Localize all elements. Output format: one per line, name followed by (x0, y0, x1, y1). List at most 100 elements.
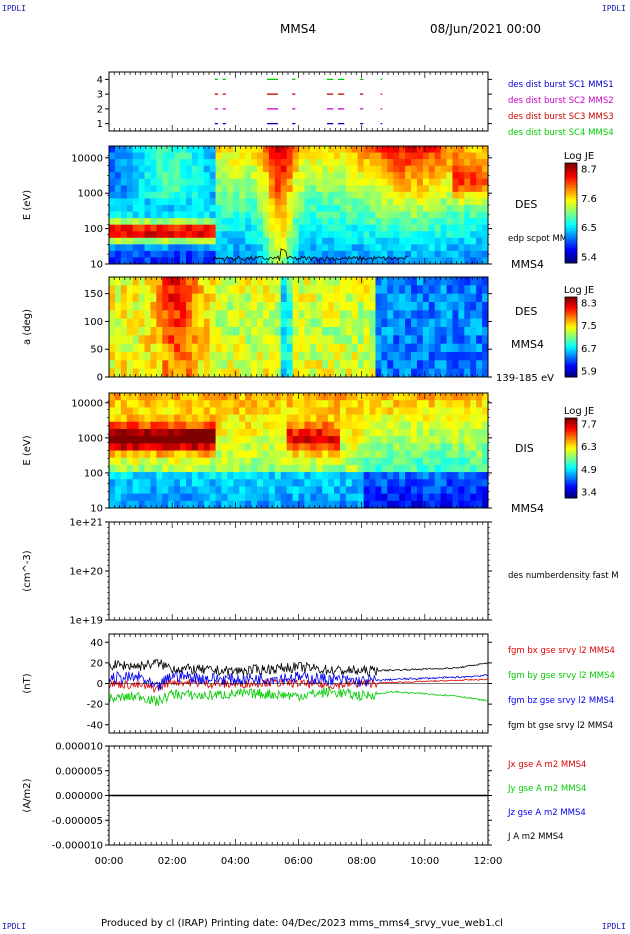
des-energy-cell (422, 231, 430, 239)
dis-energy-cell (345, 421, 353, 430)
dis-energy-cell (310, 436, 317, 444)
des-pitch-cell (191, 327, 199, 336)
des-pitch-cell (339, 368, 347, 378)
des-energy-cell (209, 198, 216, 206)
des-pitch-cell (339, 310, 347, 320)
des-energy-cell (262, 198, 270, 206)
dis-energy-cell (334, 407, 341, 415)
des-energy-cell (440, 172, 447, 180)
des-pitch-cell (345, 335, 353, 345)
dis-energy-cell (197, 436, 205, 444)
des-energy-cell (197, 218, 205, 226)
des-energy-label: DES (515, 198, 537, 211)
dis-energy-cell (292, 464, 299, 473)
des-pitch-cell (292, 360, 299, 370)
des-pitch-cell (191, 285, 199, 295)
des-energy-cell (381, 231, 388, 239)
des-pitch-cell (476, 310, 483, 320)
des-energy-colorbar-segment (565, 195, 577, 199)
des-pitch-cell (251, 318, 258, 328)
des-energy-cell (316, 185, 323, 193)
dis-energy-cell (109, 436, 116, 444)
des-energy-cell (197, 146, 205, 153)
dis-energy-cell (458, 486, 465, 495)
dis-energy-cell (405, 457, 412, 466)
dis-energy-cell (109, 443, 116, 451)
des-pitch-cell (369, 368, 376, 378)
des-pitch-colorbar-title: Log JE (564, 285, 594, 296)
des-energy-cell (120, 211, 128, 219)
des-energy-cell (393, 205, 400, 212)
des-energy-cell (144, 152, 151, 160)
dis-energy-cell (416, 486, 424, 495)
des-pitch-cell (345, 285, 353, 295)
des-energy-cell (440, 218, 447, 226)
des-energy-cell (387, 159, 394, 167)
des-pitch-cell (126, 368, 134, 378)
des-pitch-cell (464, 285, 471, 295)
des-energy-cell (393, 185, 400, 193)
dis-energy-cell (310, 414, 317, 423)
des-energy-cell (334, 257, 341, 265)
des-energy-cell (109, 185, 116, 193)
des-pitch-cell (209, 343, 216, 353)
dis-energy-cell (428, 428, 436, 437)
des-energy-cell (310, 178, 317, 186)
des-energy-cell (257, 257, 264, 265)
dis-energy-cell (109, 428, 116, 437)
dis-energy-cell (405, 450, 412, 459)
des-energy-cell (422, 198, 430, 206)
des-energy-cell (120, 172, 128, 180)
des-pitch-cell (458, 293, 465, 303)
des-energy-cell (109, 231, 116, 239)
des-pitch-cell (369, 360, 376, 370)
dis-energy-cell (144, 500, 151, 509)
des-energy-cell (304, 198, 311, 206)
dis-energy-cell (109, 472, 116, 480)
dis-energy-cell (185, 393, 193, 401)
des-energy-cell (144, 237, 151, 245)
des-pitch-cell (191, 310, 199, 320)
des-pitch-cell (227, 343, 234, 353)
des-pitch-cell (393, 343, 400, 353)
des-energy-cell (191, 178, 199, 186)
des-energy-cell (310, 244, 317, 252)
des-energy-cell (251, 172, 258, 180)
des-pitch-cell (215, 368, 222, 378)
des-energy-cell (351, 244, 359, 252)
des-energy-cell (446, 198, 453, 206)
dis-energy-cell (428, 479, 436, 487)
dis-energy-cell (422, 500, 430, 509)
des-energy-cell (328, 152, 335, 160)
dis-energy-colorbar-segment (565, 454, 577, 457)
des-energy-cell (150, 224, 157, 232)
des-pitch-cell (387, 293, 394, 303)
des-energy-cell (458, 205, 465, 212)
des-energy-cell (227, 159, 234, 167)
des-pitch-colorbar-segment (565, 303, 577, 306)
dis-energy-cell (482, 472, 489, 480)
des-pitch-cell (482, 310, 489, 320)
dis-energy-cell (168, 414, 175, 423)
des-energy-cell (440, 211, 447, 219)
dis-energy-cell (381, 436, 388, 444)
dis-energy-cell (239, 393, 246, 401)
des-energy-cell (452, 218, 459, 226)
dis-energy-cell (339, 479, 347, 487)
des-pitch-cell (109, 302, 116, 311)
dis-energy-cell (274, 428, 282, 437)
des-energy-cell (114, 244, 122, 252)
dis-energy-cell (369, 486, 376, 495)
des-pitch-cell (452, 293, 459, 303)
dis-energy-cell (120, 414, 128, 423)
dis-energy-cell (446, 421, 453, 430)
dis-energy-cell (126, 400, 134, 408)
des-energy-cell (245, 205, 252, 212)
dis-energy-cell (239, 407, 246, 415)
des-energy-cell (422, 165, 430, 173)
des-energy-colorbar-segment (565, 243, 577, 246)
des-pitch-cell (138, 327, 145, 336)
des-pitch-colorbar-tick-label: 6.7 (581, 344, 597, 355)
des-pitch-cell (185, 368, 193, 378)
des-energy-cell (411, 224, 418, 232)
